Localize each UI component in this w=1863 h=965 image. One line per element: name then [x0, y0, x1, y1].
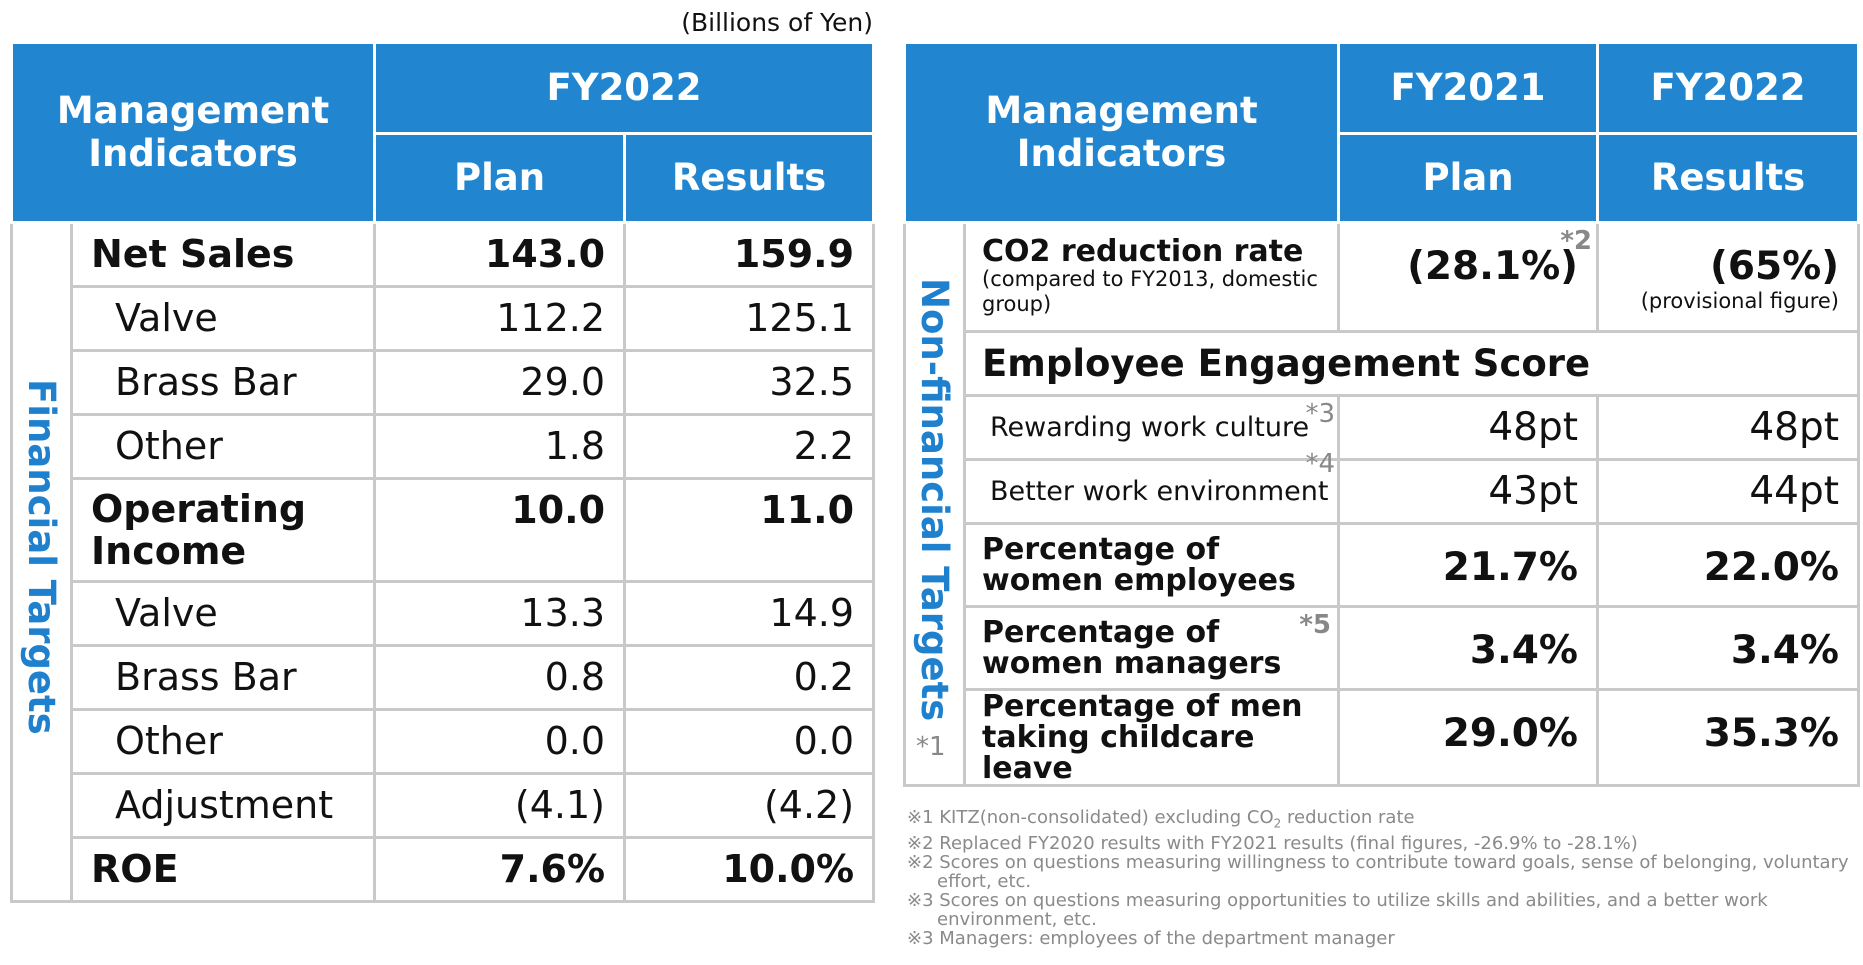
financial-side-cell: Financial Targets [10, 220, 73, 903]
results-value: 125.1 [623, 284, 876, 352]
women-employees-results: 22.0% [1596, 521, 1861, 608]
nonfinancial-side-cell: Non-financial Targets *1 [903, 220, 966, 787]
results-value: 0.2 [623, 643, 876, 711]
header-fy2022: FY2022 [373, 44, 876, 135]
rewarding-label: Rewarding work culture [990, 411, 1310, 443]
provisional-note: (provisional figure) [1640, 288, 1840, 313]
co2-label-cell: CO2 reduction rate (compared to FY2013, … [962, 220, 1341, 333]
men-childcare-label: Percentage of men taking childcare leave [962, 687, 1341, 787]
row-label: Net Sales [69, 220, 377, 288]
women-managers-results: 3.4% [1596, 604, 1861, 691]
nonfinancial-targets-table: Management Indicators FY2021 FY2022 Plan… [902, 44, 1861, 787]
row-label: Other [69, 412, 377, 480]
results-value: 159.9 [623, 220, 876, 288]
plan-value: 1.8 [373, 412, 627, 480]
row-label: Brass Bar [69, 348, 377, 416]
row-label: Valve [69, 284, 377, 352]
women-managers-plan: 3.4% [1337, 604, 1600, 691]
plan-value: 13.3 [373, 579, 627, 647]
results-value: 32.5 [623, 348, 876, 416]
header-results: Results [1596, 131, 1861, 224]
row-label: Adjustment [69, 771, 377, 839]
men-childcare-plan: 29.0% [1337, 687, 1600, 787]
co2-plan-value: (28.1%) [1407, 243, 1579, 289]
results-value: (4.2) [623, 771, 876, 839]
footnote-1: ※1 KITZ(non-consolidated) excluding CO2 … [907, 807, 1415, 831]
rewarding-label-cell: Rewarding work culture *3 [962, 393, 1341, 461]
co2-results-cell: (65%) (provisional figure) [1596, 220, 1861, 333]
results-value: 10.0% [623, 835, 876, 903]
environment-plan: 43pt [1337, 457, 1600, 525]
financial-targets-table: Management Indicators FY2022 Plan Result… [9, 44, 876, 903]
header-plan: Plan [373, 131, 627, 224]
co2-results-value: (65%) [1710, 243, 1840, 289]
header-fy2022: FY2022 [1596, 44, 1861, 135]
nonfinancial-targets-label: Non-financial Targets [913, 277, 956, 722]
men-childcare-results: 35.3% [1596, 687, 1861, 787]
footnote-2: ※2 Replaced FY2020 results with FY2021 r… [907, 832, 1638, 854]
footnote-mark: *1 [916, 731, 946, 762]
plan-value: 10.0 [373, 476, 627, 583]
row-label: ROE [69, 835, 377, 903]
row-label: Brass Bar [69, 643, 377, 711]
co2-note: (compared to FY2013, domestic group) [982, 266, 1318, 316]
footnote-3: ※2 Scores on questions measuring willing… [907, 851, 1849, 892]
plan-value: 7.6% [373, 835, 627, 903]
plan-value: 0.0 [373, 707, 627, 775]
results-value: 11.0 [623, 476, 876, 583]
footnotes: ※1 KITZ(non-consolidated) excluding CO2 … [907, 808, 1857, 948]
footnote-mark: *4 [1305, 448, 1336, 479]
header-results: Results [623, 131, 876, 224]
women-managers-label: Percentage of women managers [982, 614, 1282, 681]
footnote-4: ※3 Scores on questions measuring opportu… [907, 889, 1768, 930]
results-value: 2.2 [623, 412, 876, 480]
row-label: Operating Income [69, 476, 377, 583]
plan-value: 112.2 [373, 284, 627, 352]
results-value: 0.0 [623, 707, 876, 775]
women-employees-label: Percentage of women employees [962, 521, 1341, 608]
footnote-mark: *3 [1305, 398, 1336, 429]
results-value: 14.9 [623, 579, 876, 647]
rewarding-plan: 48pt [1337, 393, 1600, 461]
row-label: Valve [69, 579, 377, 647]
plan-value: 143.0 [373, 220, 627, 288]
women-employees-plan: 21.7% [1337, 521, 1600, 608]
engagement-label: Employee Engagement Score [962, 329, 1861, 397]
environment-label: Better work environment [990, 475, 1329, 507]
footnote-5: ※3 Managers: employees of the department… [907, 927, 1395, 949]
environment-results: 44pt [1596, 457, 1861, 525]
header-fy2021: FY2021 [1337, 44, 1600, 135]
header-indicators: Management Indicators [902, 44, 1341, 224]
rewarding-results: 48pt [1596, 393, 1861, 461]
co2-label: CO2 reduction rate [982, 233, 1304, 269]
women-managers-label-cell: Percentage of women managers *5 [962, 604, 1341, 691]
header-plan: Plan [1337, 131, 1600, 224]
footnote-mark: *5 [1299, 609, 1332, 640]
financial-targets-label: Financial Targets [20, 379, 63, 735]
footnote-mark: *2 [1560, 225, 1593, 256]
header-indicators: Management Indicators [9, 44, 377, 224]
unit-label: (Billions of Yen) [681, 8, 873, 37]
co2-plan-cell: (28.1%) *2 [1337, 220, 1600, 333]
plan-value: 29.0 [373, 348, 627, 416]
environment-label-cell: Better work environment *4 [962, 449, 1341, 525]
row-label: Other [69, 707, 377, 775]
plan-value: 0.8 [373, 643, 627, 711]
plan-value: (4.1) [373, 771, 627, 839]
